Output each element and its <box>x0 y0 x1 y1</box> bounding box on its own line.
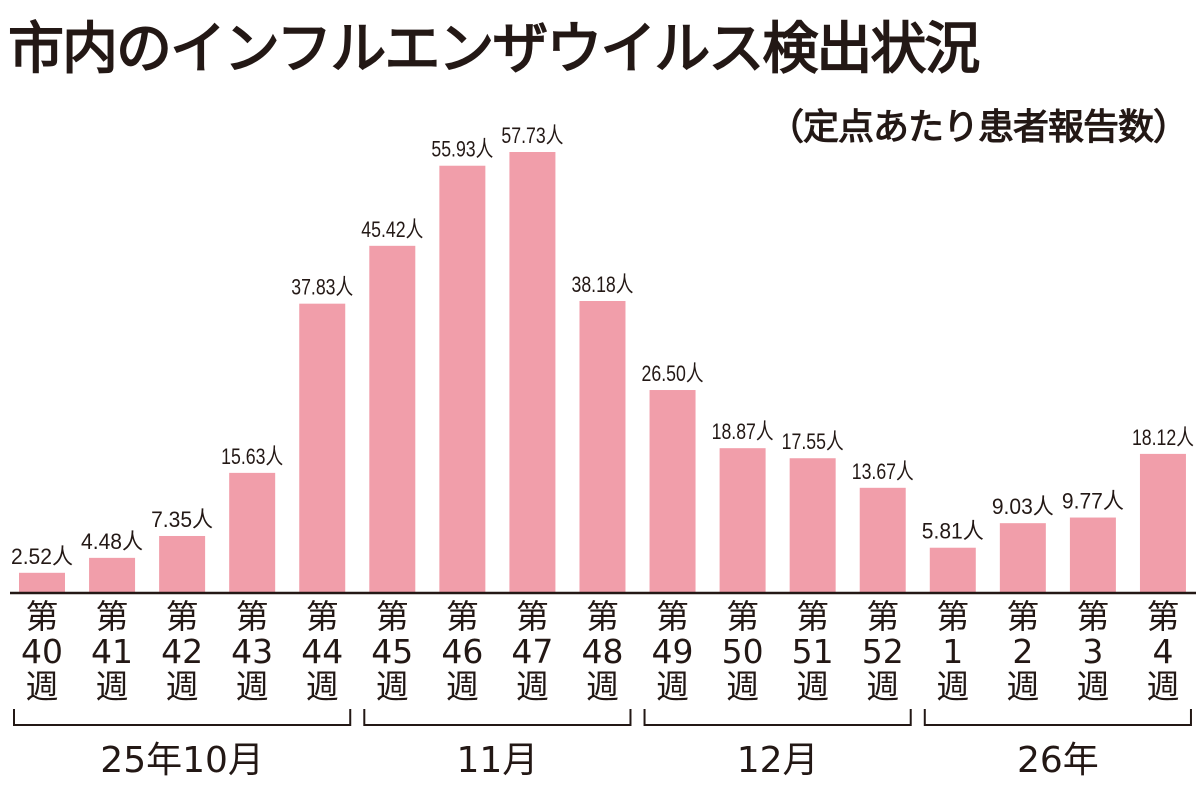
bar <box>509 152 556 592</box>
week-label-prefix: 第 <box>516 597 549 636</box>
week-label-suffix: 週 <box>1146 667 1179 706</box>
bar <box>1139 453 1186 592</box>
week-label-prefix: 第 <box>1076 597 1109 636</box>
group-bracket <box>923 709 1192 726</box>
week-label-suffix: 週 <box>936 667 969 706</box>
data-label: 4.48人 <box>81 529 143 554</box>
bar <box>929 547 976 592</box>
week-label-suffix: 週 <box>306 667 339 706</box>
data-label: 57.73人 <box>501 123 563 148</box>
week-label-suffix: 週 <box>1076 667 1109 706</box>
data-label: 38.18人 <box>571 272 633 297</box>
data-label: 7.35人 <box>151 507 213 532</box>
week-label-suffix: 週 <box>166 667 199 706</box>
week-label-number: 1 <box>942 632 963 671</box>
week-label-suffix: 週 <box>26 667 59 706</box>
group-label: 25年10月 <box>100 740 264 781</box>
data-label: 15.63人 <box>221 444 283 469</box>
week-label-number: 44 <box>301 632 343 671</box>
week-label-number: 51 <box>792 632 834 671</box>
week-label-prefix: 第 <box>936 597 969 636</box>
week-label-number: 50 <box>722 632 764 671</box>
week-label-suffix: 週 <box>656 667 689 706</box>
week-label-prefix: 第 <box>866 597 899 636</box>
week-label-prefix: 第 <box>306 597 339 636</box>
data-label: 26.50人 <box>642 361 704 386</box>
week-label-number: 49 <box>652 632 694 671</box>
group-label: 26年 <box>1017 740 1099 781</box>
data-label: 13.67人 <box>852 459 914 484</box>
week-label-suffix: 週 <box>726 667 759 706</box>
data-label: 18.87人 <box>712 419 774 444</box>
week-label-suffix: 週 <box>446 667 479 706</box>
week-label-suffix: 週 <box>96 667 129 706</box>
group-bracket <box>363 709 632 726</box>
bar <box>649 390 696 592</box>
bar <box>789 458 836 592</box>
bar <box>719 448 766 592</box>
week-label-prefix: 第 <box>236 597 269 636</box>
chart-title: 市内のインフルエンザウイルス検出状況 <box>8 17 980 82</box>
week-label-number: 43 <box>231 632 273 671</box>
week-label-suffix: 週 <box>586 667 619 706</box>
week-label-suffix: 週 <box>796 667 829 706</box>
data-label: 5.81人 <box>922 519 984 544</box>
week-label-suffix: 週 <box>236 667 269 706</box>
bar <box>19 572 65 592</box>
week-label-prefix: 第 <box>1006 597 1039 636</box>
week-label-prefix: 第 <box>796 597 829 636</box>
group-bracket <box>13 709 352 726</box>
bar <box>1069 517 1116 592</box>
bar <box>439 165 486 592</box>
data-label: 9.77人 <box>1062 489 1124 514</box>
data-label: 17.55人 <box>782 429 844 454</box>
bar <box>579 301 626 592</box>
week-label-number: 45 <box>371 632 413 671</box>
week-label-number: 3 <box>1082 632 1103 671</box>
week-label-prefix: 第 <box>656 597 689 636</box>
data-label: 37.83人 <box>291 275 353 300</box>
data-label: 9.03人 <box>992 494 1054 519</box>
data-label: 18.12人 <box>1132 425 1194 450</box>
week-label-number: 47 <box>511 632 553 671</box>
data-label: 2.52人 <box>11 544 73 569</box>
bar <box>369 245 416 592</box>
bar <box>299 303 346 592</box>
week-label-number: 40 <box>21 632 63 671</box>
bar <box>229 472 276 592</box>
week-label-number: 41 <box>91 632 133 671</box>
bar <box>89 557 136 592</box>
week-label-prefix: 第 <box>586 597 619 636</box>
data-label: 45.42人 <box>361 217 423 242</box>
week-label-number: 4 <box>1152 632 1173 671</box>
week-label-suffix: 週 <box>376 667 409 706</box>
bar <box>159 535 206 592</box>
week-label-number: 42 <box>161 632 203 671</box>
week-label-number: 2 <box>1012 632 1033 671</box>
week-label-number: 52 <box>862 632 904 671</box>
group-bracket <box>643 709 912 726</box>
week-label-suffix: 週 <box>516 667 549 706</box>
week-label-prefix: 第 <box>1146 597 1179 636</box>
bar <box>999 523 1046 592</box>
week-label-number: 48 <box>581 632 623 671</box>
chart-subtitle: （定点あたり患者報告数） <box>767 107 1189 148</box>
week-label-suffix: 週 <box>1006 667 1039 706</box>
group-label: 11月 <box>456 740 538 781</box>
bar <box>859 487 906 592</box>
group-label: 12月 <box>737 740 819 781</box>
week-label-prefix: 第 <box>726 597 759 636</box>
week-label-number: 46 <box>441 632 483 671</box>
week-label-prefix: 第 <box>26 597 59 636</box>
week-label-prefix: 第 <box>446 597 479 636</box>
week-label-suffix: 週 <box>866 667 899 706</box>
week-label-prefix: 第 <box>96 597 129 636</box>
data-label: 55.93人 <box>431 137 493 162</box>
week-label-prefix: 第 <box>166 597 199 636</box>
week-label-prefix: 第 <box>376 597 409 636</box>
